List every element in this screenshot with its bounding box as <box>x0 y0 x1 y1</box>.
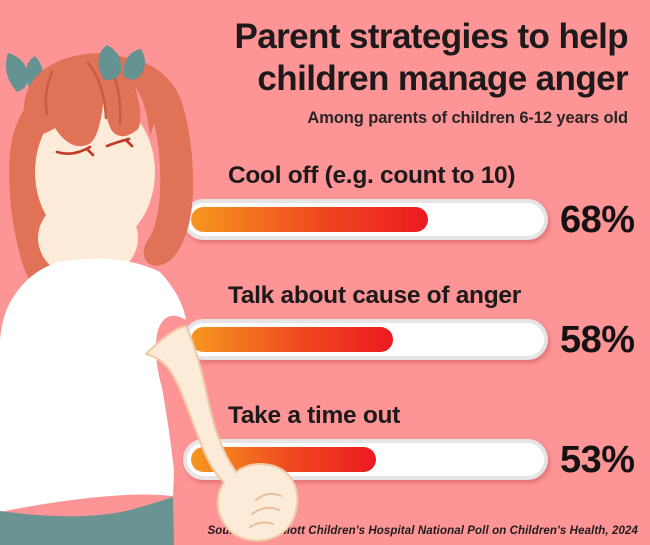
bar-group-time-out: Take a time out 53% <box>183 402 635 480</box>
bar-fill <box>191 447 376 472</box>
bar-row: 58% <box>183 319 635 360</box>
face <box>35 97 155 280</box>
right-hair-bow <box>98 45 146 81</box>
right-pigtail-hair <box>118 56 194 266</box>
chart-title-line2: children manage anger <box>257 59 628 98</box>
chart-title-line1: Parent strategies to help <box>234 17 629 56</box>
chart-title: Parent strategies to help children manag… <box>234 16 629 100</box>
bar-value: 58% <box>560 319 635 361</box>
right-eye-tick <box>124 138 134 148</box>
bar-row: 68% <box>183 199 635 240</box>
bar-label: Cool off (e.g. count to 10) <box>228 162 516 189</box>
bar-track <box>183 439 548 480</box>
left-eye-tick <box>85 147 95 157</box>
fist-finger-lines <box>249 492 282 528</box>
t-shirt <box>0 258 186 512</box>
chart-subtitle: Among parents of children 6-12 years old <box>307 109 628 127</box>
right-eye <box>105 137 131 148</box>
left-eye <box>55 145 92 155</box>
left-hair-bow <box>5 53 44 92</box>
header: Parent strategies to help children manag… <box>234 16 629 128</box>
bar-fill <box>191 207 429 232</box>
pants <box>0 497 174 545</box>
bar-group-cool-off: Cool off (e.g. count to 10) 68% <box>183 162 635 240</box>
bar-value: 53% <box>560 439 635 481</box>
bar-label: Take a time out <box>228 402 401 429</box>
bar-fill <box>191 327 394 352</box>
bar-track <box>183 319 548 360</box>
left-pigtail-hair <box>9 80 60 291</box>
bar-row: 53% <box>183 439 635 480</box>
angry-eyes <box>55 137 134 157</box>
hair-strand-lines <box>44 61 122 126</box>
bar-value: 68% <box>560 199 635 241</box>
bar-label: Talk about cause of anger <box>228 282 521 309</box>
bar-group-talk-about-cause: Talk about cause of anger 58% <box>183 282 635 360</box>
bangs-hair <box>23 53 158 147</box>
bar-track <box>183 199 548 240</box>
source-citation: Source: C.S. Mott Children's Hospital Na… <box>207 525 638 537</box>
